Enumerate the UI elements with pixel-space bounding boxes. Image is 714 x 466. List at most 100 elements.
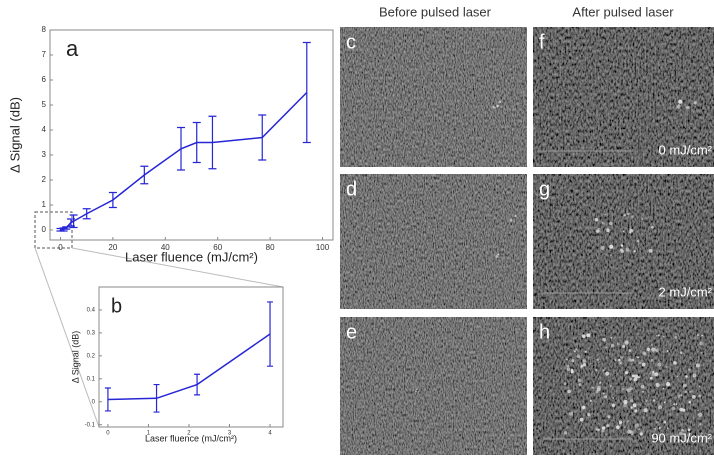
speckle bbox=[493, 106, 496, 109]
speckle bbox=[595, 368, 598, 372]
error-bar bbox=[82, 208, 91, 220]
speckle bbox=[582, 405, 586, 410]
speckle bbox=[665, 382, 671, 387]
column-header: After pulsed laser bbox=[572, 4, 674, 19]
panel-letter: h bbox=[539, 321, 550, 343]
speckle bbox=[563, 431, 568, 435]
error-bar bbox=[104, 387, 111, 412]
speckle bbox=[624, 426, 627, 429]
speckle bbox=[627, 212, 630, 216]
speckle bbox=[616, 425, 620, 430]
speckle bbox=[689, 390, 692, 393]
speckle bbox=[673, 361, 677, 365]
speckle bbox=[582, 363, 587, 367]
speckle bbox=[579, 417, 584, 422]
speckle bbox=[643, 408, 648, 413]
speckle bbox=[498, 100, 502, 104]
speckle bbox=[620, 244, 624, 247]
speckle bbox=[650, 348, 653, 351]
speckle bbox=[568, 411, 574, 416]
speckle bbox=[610, 336, 613, 339]
speckle bbox=[637, 376, 640, 379]
speckle bbox=[587, 412, 591, 417]
panel-letter: a bbox=[66, 36, 79, 61]
speckle bbox=[666, 350, 669, 353]
x-tick-label: 100 bbox=[316, 243, 330, 252]
speckle bbox=[658, 405, 663, 410]
speckle bbox=[616, 342, 620, 346]
speckle bbox=[495, 255, 499, 258]
speckle bbox=[682, 383, 687, 388]
ultrasound-image bbox=[340, 27, 527, 167]
speckle bbox=[698, 412, 703, 417]
speckle bbox=[602, 369, 605, 372]
speckle bbox=[699, 423, 702, 426]
speckle bbox=[609, 385, 612, 387]
fluence-label: 0 mJ/cm² bbox=[659, 142, 713, 157]
speckle bbox=[633, 377, 638, 382]
y-tick-label: 0.2 bbox=[87, 353, 96, 359]
speckle bbox=[631, 358, 635, 362]
y-axis-label: Δ Signal (dB) bbox=[7, 97, 22, 173]
data-line bbox=[107, 333, 271, 401]
error-bar bbox=[267, 301, 274, 367]
speckle bbox=[623, 403, 627, 407]
x-tick-label: 0 bbox=[58, 243, 63, 252]
speckle bbox=[633, 250, 636, 253]
speckle bbox=[582, 359, 587, 363]
speckle bbox=[605, 346, 607, 349]
error-bar bbox=[140, 165, 149, 185]
x-tick-label: 3 bbox=[228, 431, 232, 437]
speckle bbox=[640, 384, 645, 389]
speckle bbox=[641, 362, 646, 367]
speckle bbox=[601, 221, 605, 225]
speckle bbox=[605, 434, 608, 436]
error-bar bbox=[192, 121, 201, 164]
panel-letter: c bbox=[346, 31, 356, 53]
speckle bbox=[629, 231, 632, 234]
speckle bbox=[688, 400, 691, 404]
speckle bbox=[602, 337, 607, 342]
speckle bbox=[657, 362, 662, 367]
speckle bbox=[671, 406, 675, 411]
speckle bbox=[691, 395, 696, 399]
ultrasound-image bbox=[533, 174, 714, 309]
speckle bbox=[610, 343, 615, 348]
speckle bbox=[679, 351, 683, 355]
speckle bbox=[612, 397, 615, 399]
speckle bbox=[638, 361, 642, 365]
speckle bbox=[623, 214, 626, 217]
speckle bbox=[625, 247, 630, 252]
panel-letter: d bbox=[346, 178, 357, 200]
speckle bbox=[676, 104, 681, 109]
speckle bbox=[629, 377, 633, 381]
error-bar bbox=[62, 226, 71, 230]
speckle bbox=[573, 350, 576, 353]
y-tick-label: 0.3 bbox=[87, 330, 96, 336]
speckle bbox=[688, 368, 691, 371]
speckle bbox=[663, 420, 667, 424]
speckle bbox=[685, 375, 688, 378]
x-tick-label: 4 bbox=[268, 431, 272, 437]
speckle bbox=[606, 424, 610, 428]
speckle bbox=[662, 387, 665, 390]
speckle bbox=[655, 334, 658, 337]
speckle bbox=[650, 359, 654, 362]
speckle bbox=[634, 374, 639, 379]
speckle bbox=[575, 348, 578, 351]
speckle bbox=[623, 399, 628, 405]
plot-frame bbox=[98, 286, 284, 428]
speckle bbox=[662, 335, 665, 338]
error-bar bbox=[108, 191, 117, 209]
plot-frame bbox=[49, 29, 334, 241]
speckle bbox=[636, 239, 640, 243]
x-axis-label: Laser fluence (mJ/cm²) bbox=[125, 249, 258, 264]
speckle bbox=[655, 348, 659, 353]
speckle bbox=[649, 376, 653, 380]
speckle bbox=[620, 249, 624, 254]
speckle bbox=[674, 335, 678, 339]
speckle bbox=[609, 244, 614, 249]
speckle bbox=[658, 426, 661, 429]
speckle bbox=[630, 406, 633, 409]
